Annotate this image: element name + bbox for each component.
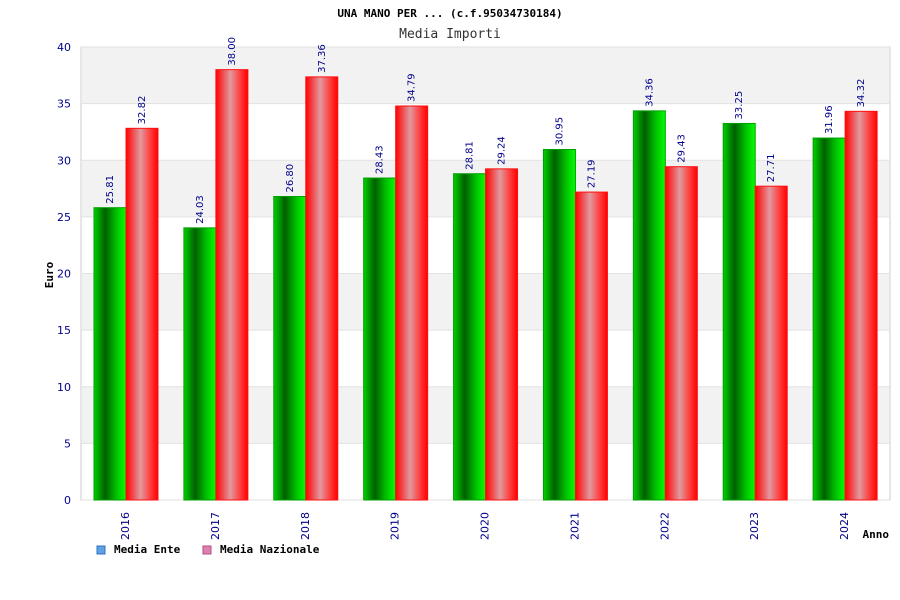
value-labels: 25.81 32.82 24.03 38.00 26.80 37.36 28.43 34.79…	[105, 37, 867, 224]
value-label-media-nazionale-2020: 29.24	[497, 136, 508, 165]
value-label-media-ente-2024: 31.96	[824, 105, 835, 134]
x-tick-label-2018: 2018	[299, 512, 312, 540]
value-label-media-ente-2023: 33.25	[734, 91, 745, 120]
y-axis-label: Euro	[43, 261, 56, 288]
bar-media-ente-2024	[812, 137, 846, 501]
x-tick-label-2016: 2016	[119, 512, 132, 540]
bar-media-ente-2017	[183, 227, 217, 501]
y-tick-label: 10	[57, 381, 71, 394]
bar-media-nazionale-2024	[844, 110, 878, 501]
bar-media-nazionale-2021	[574, 191, 608, 501]
bar-media-nazionale-2016	[125, 127, 159, 501]
bar-media-ente-2020	[453, 173, 487, 501]
y-axis-ticks: 0 5 10 15 20 25 30 35 40	[57, 41, 71, 507]
value-label-media-nazionale-2021: 27.19	[586, 159, 597, 188]
value-label-media-ente-2021: 30.95	[554, 117, 565, 146]
bar-media-nazionale-2019	[395, 105, 429, 501]
value-label-media-ente-2017: 24.03	[195, 195, 206, 224]
x-tick-label-2017: 2017	[209, 512, 222, 540]
legend: Media Ente Media Nazionale	[96, 543, 320, 556]
y-tick-label: 0	[64, 494, 71, 507]
value-label-media-nazionale-2019: 34.79	[407, 73, 418, 102]
value-label-media-ente-2019: 28.43	[375, 145, 386, 174]
bar-media-nazionale-2020	[485, 168, 519, 501]
bar-media-nazionale-2017	[215, 69, 249, 501]
value-label-media-nazionale-2022: 29.43	[676, 134, 687, 163]
bar-media-nazionale-2022	[664, 166, 698, 501]
value-label-media-nazionale-2016: 32.82	[137, 96, 148, 125]
x-tick-label-2024: 2024	[838, 512, 851, 540]
y-tick-label: 25	[57, 211, 71, 224]
value-label-media-nazionale-2023: 27.71	[766, 154, 777, 183]
legend-swatch-media-nazionale	[202, 545, 212, 555]
y-tick-label: 20	[57, 268, 71, 281]
x-tick-label-2022: 2022	[658, 512, 671, 540]
bar-media-ente-2021	[542, 148, 576, 501]
x-tick-label-2021: 2021	[568, 512, 581, 540]
value-label-media-ente-2022: 34.36	[644, 78, 655, 107]
bar-media-ente-2022	[632, 110, 666, 501]
y-tick-label: 15	[57, 324, 71, 337]
x-tick-label-2019: 2019	[389, 512, 402, 540]
value-label-media-nazionale-2018: 37.36	[317, 44, 328, 73]
bar-media-ente-2019	[363, 177, 397, 501]
bar-media-nazionale-2023	[754, 185, 788, 501]
y-tick-label: 30	[57, 154, 71, 167]
x-tick-label-2020: 2020	[479, 512, 492, 540]
value-label-media-ente-2018: 26.80	[285, 164, 296, 193]
value-label-media-nazionale-2024: 34.32	[856, 79, 867, 108]
x-tick-label-2023: 2023	[748, 512, 761, 540]
bar-media-ente-2018	[273, 195, 307, 501]
bars	[93, 69, 878, 501]
bar-media-ente-2016	[93, 207, 127, 501]
bar-media-ente-2023	[722, 122, 756, 501]
value-label-media-nazionale-2017: 38.00	[227, 37, 238, 66]
x-axis-ticks: 2016 2017 2018 2019 2020 2021 2022 2023 2024	[119, 512, 851, 540]
chart-title: UNA MANO PER ... (c.f.95034730184)	[337, 7, 562, 20]
y-tick-label: 35	[57, 98, 71, 111]
x-axis-label: Anno	[863, 528, 890, 541]
y-tick-label: 5	[64, 437, 71, 450]
y-tick-label: 40	[57, 41, 71, 54]
legend-swatch-media-ente	[96, 545, 106, 555]
bar-media-nazionale-2018	[305, 76, 339, 501]
legend-label-media-nazionale: Media Nazionale	[220, 543, 320, 556]
legend-label-media-ente: Media Ente	[114, 543, 181, 556]
chart-subtitle: Media Importi	[399, 27, 501, 42]
grid-band	[82, 47, 889, 104]
value-label-media-ente-2020: 28.81	[465, 141, 476, 170]
value-label-media-ente-2016: 25.81	[105, 175, 116, 204]
